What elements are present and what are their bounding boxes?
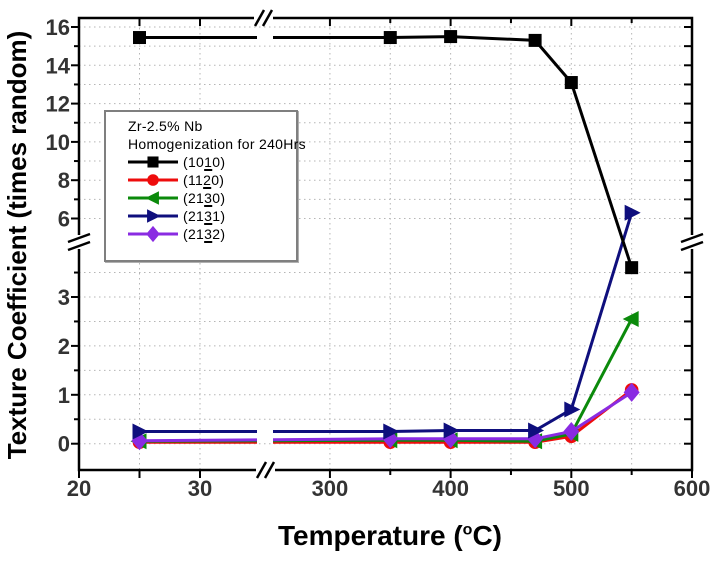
- legend-entry: (1010): [128, 153, 296, 171]
- tick-label: 14: [46, 53, 71, 78]
- tick-label: 400: [432, 476, 469, 501]
- legend-title-line2: Homogenization for 240Hrs: [128, 136, 306, 152]
- legend-label: (2130): [183, 190, 226, 206]
- series-lines-and-markers: [130, 30, 641, 451]
- legend-label: (2131): [183, 208, 226, 224]
- x-axis-title: Temperature (oC): [54, 520, 726, 552]
- axis-break-marks: [67, 9, 704, 479]
- tick-label: 16: [46, 15, 70, 40]
- tick-label: 1: [58, 383, 70, 408]
- legend-title-line1: Zr-2.5% Nb: [128, 118, 203, 134]
- legend-box: Zr-2.5% Nb Homogenization for 240Hrs (10…: [104, 110, 306, 262]
- legend-marker-triangle-left: [128, 191, 178, 205]
- legend-entry: (1120): [128, 171, 296, 189]
- y-axis-title-text: Texture Coefficient (times random): [2, 30, 32, 460]
- tick-label: 30: [188, 476, 212, 501]
- tick-label: 20: [67, 476, 91, 501]
- tick-label: 500: [553, 476, 590, 501]
- legend-marker-circle: [128, 174, 178, 186]
- tick-label: 2: [58, 334, 70, 359]
- tick-label: 3: [58, 285, 70, 310]
- degree-superscript: o: [462, 521, 473, 539]
- legend-label: (2132): [183, 226, 226, 242]
- tick-label: 10: [46, 130, 70, 155]
- legend-marker-square: [128, 156, 178, 168]
- legend-label: (1010): [183, 154, 226, 170]
- legend-entry: (2132): [128, 225, 296, 243]
- tick-label: 0: [58, 432, 70, 457]
- tick-label: 8: [58, 168, 70, 193]
- tick-label: 12: [46, 92, 70, 117]
- axis-ticks: [71, 18, 694, 478]
- x-axis-title-post: C): [472, 520, 502, 551]
- legend-entry: (2131): [128, 207, 296, 225]
- tick-label: 6: [58, 207, 70, 232]
- y-axis-title: Texture Coefficient (times random): [2, 0, 32, 495]
- tick-label: 300: [312, 476, 349, 501]
- tick-label: 600: [674, 476, 711, 501]
- legend-marker-triangle-right: [128, 209, 178, 223]
- x-axis-title-pre: Temperature (: [278, 520, 463, 551]
- legend-label: (1120): [183, 172, 225, 188]
- legend-marker-diamond: [128, 225, 178, 243]
- legend-entry: (2130): [128, 189, 296, 207]
